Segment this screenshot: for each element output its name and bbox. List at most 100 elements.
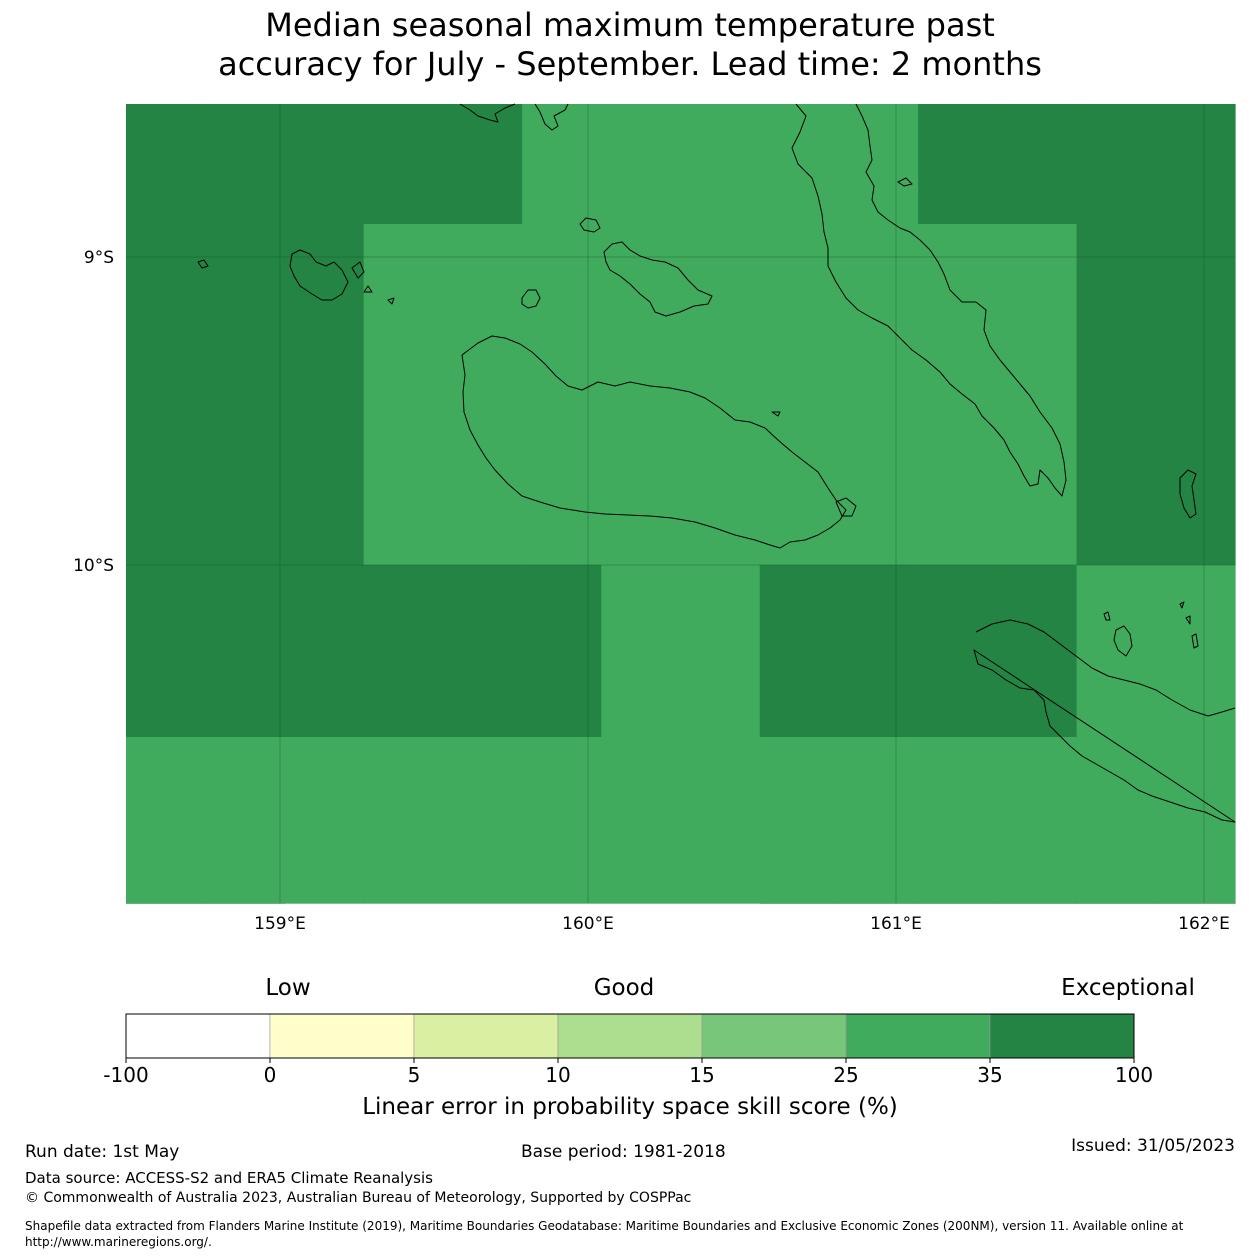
grid-cell: [759, 104, 840, 225]
grid-cell: [442, 104, 523, 225]
title-line-2: accuracy for July - September. Lead time…: [218, 45, 1042, 83]
grid-cell: [918, 903, 998, 904]
coastline-small-isle-1: [579, 217, 601, 233]
lat-label-10S: 10°S: [73, 556, 114, 576]
grid-cell: [601, 104, 682, 225]
grid-cell: [997, 737, 1078, 904]
coastlines: [197, 103, 1236, 823]
grid-cell: [363, 395, 444, 566]
legend-swatch: [269, 1013, 415, 1059]
run-date: Run date: 1st May: [25, 1142, 180, 1162]
grid-cell: [601, 395, 682, 566]
grid-cell: [126, 104, 206, 225]
grid-cell: [680, 224, 761, 396]
grid-cell: [601, 565, 682, 738]
legend-colorbar: [125, 1013, 1135, 1059]
coastline-small-isle-4: [1103, 601, 1199, 649]
grid-cell: [838, 395, 919, 566]
grid-cell: [522, 737, 602, 904]
grid-cell: [442, 224, 523, 396]
grid-cell: [601, 903, 682, 904]
grid-cell: [997, 395, 1078, 566]
legend-category-low: Low: [265, 975, 310, 1001]
grid-cell: [601, 737, 682, 904]
grid-cell: [205, 903, 286, 904]
coastline-makira: [973, 619, 1236, 823]
grid-cell: [363, 104, 444, 225]
grid-cell: [838, 565, 919, 738]
coastline-russell-islands: [289, 249, 395, 305]
grid-cell: [442, 395, 523, 566]
grid-cell: [126, 903, 206, 904]
grid-cell: [759, 395, 840, 566]
legend-category-exceptional: Exceptional: [1061, 975, 1195, 1001]
coastline-florida-islands: [603, 241, 713, 317]
grid-cell: [918, 737, 998, 904]
legend-label: Linear error in probability space skill …: [362, 1094, 898, 1120]
grid-cell: [522, 224, 602, 396]
legend-tick-label: 25: [833, 1063, 858, 1087]
grid-cell: [1155, 565, 1236, 738]
grid-cell: [1076, 395, 1157, 566]
grid-cell: [284, 395, 365, 566]
grid-cell: [442, 903, 523, 904]
title-line-1: Median seasonal maximum temperature past: [265, 6, 995, 44]
data-source: Data source: ACCESS-S2 and ERA5 Climate …: [25, 1169, 433, 1187]
grid-cell: [205, 565, 286, 738]
coastline-malaita: [791, 103, 1067, 497]
grid-cell: [997, 104, 1078, 225]
grid-cell: [759, 737, 840, 904]
grid-cell: [442, 565, 523, 738]
shapefile-attribution-line-2: http://www.marineregions.org/.: [25, 1235, 212, 1249]
coastline-nggela-islands: [459, 103, 569, 131]
legend-tick-label: 35: [977, 1063, 1002, 1087]
grid-cell: [126, 565, 206, 738]
lat-label-9S: 9°S: [84, 248, 114, 268]
grid-cell: [838, 104, 919, 225]
grid-cell: [522, 104, 602, 225]
grid-cell: [918, 565, 998, 738]
legend-category-good: Good: [594, 975, 655, 1001]
shapefile-attribution-line-1: Shapefile data extracted from Flanders M…: [25, 1219, 1184, 1233]
legend-tick-label: 10: [545, 1063, 570, 1087]
grid-cell: [522, 565, 602, 738]
grid-cell: [284, 737, 365, 904]
grid-cell: [997, 565, 1078, 738]
grid-cell: [1155, 104, 1236, 225]
legend-swatch: [413, 1013, 559, 1059]
legend-tick-label: 15: [689, 1063, 714, 1087]
grid-cell: [205, 395, 286, 566]
chart-title: Median seasonal maximum temperature past…: [0, 6, 1260, 84]
grid-cell: [1076, 104, 1157, 225]
legend-swatch: [989, 1013, 1135, 1059]
grid-cell: [442, 737, 523, 904]
grid-cell: [759, 565, 840, 738]
grid-cell: [284, 104, 365, 225]
grid-cell: [601, 224, 682, 396]
grid-cell: [126, 737, 206, 904]
copyright: © Commonwealth of Australia 2023, Austra…: [25, 1190, 692, 1206]
grid-cell: [205, 224, 286, 396]
grid-cell: [759, 903, 840, 904]
grid-cell: [1155, 224, 1236, 396]
grid-cell: [759, 224, 840, 396]
grid-cell: [205, 104, 286, 225]
grid-cell: [680, 565, 761, 738]
lon-label-160E: 160°E: [562, 914, 614, 934]
grid-cell: [522, 395, 602, 566]
grid-cell: [1076, 224, 1157, 396]
legend-border: [125, 1013, 1135, 1059]
legend-swatch: [125, 1013, 271, 1059]
skill-grid: [126, 104, 1236, 904]
grid-cell: [997, 224, 1078, 396]
legend-tick-labels: -100 0 5 10 15 25 35 100: [103, 1058, 1153, 1087]
legend-tick-label: 100: [1115, 1063, 1153, 1087]
legend-swatch: [701, 1013, 847, 1059]
grid-cell: [838, 737, 919, 904]
grid-cell: [1076, 903, 1157, 904]
grid-cell: [918, 395, 998, 566]
legend-swatch: [845, 1013, 991, 1059]
grid-cell: [918, 104, 998, 225]
legend-swatch: [557, 1013, 703, 1059]
